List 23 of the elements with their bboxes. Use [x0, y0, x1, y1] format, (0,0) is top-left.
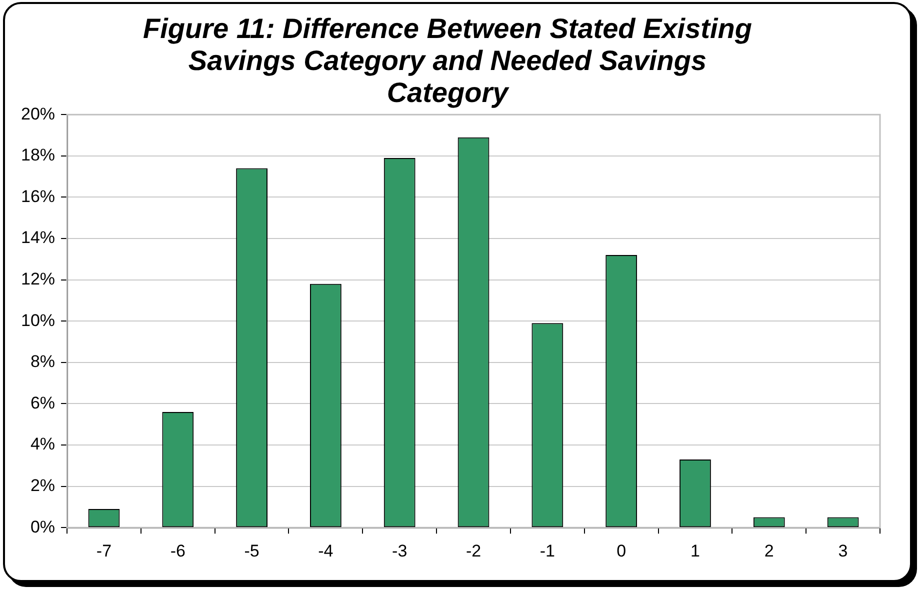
y-tick-label: 20% — [20, 104, 56, 124]
x-tick-label: 1 — [690, 541, 700, 560]
x-tick-label: -7 — [96, 541, 112, 560]
chart-title: Figure 11: Difference Between Stated Existing Savings Category and Needed Savings Category — [143, 12, 752, 108]
y-tick-label: 6% — [30, 393, 56, 412]
x-tick-label: 0 — [616, 541, 626, 560]
y-tick-label: 14% — [20, 228, 56, 248]
x-tick-label: -2 — [466, 541, 482, 560]
y-tick-label: 0% — [30, 517, 56, 536]
y-tick-label: 18% — [20, 146, 56, 165]
x-tick-label: -4 — [318, 541, 334, 560]
y-tick-label: 8% — [30, 352, 56, 372]
x-tick-label: -3 — [392, 541, 408, 560]
y-tick-label: 12% — [20, 269, 56, 288]
x-tick-label: -5 — [244, 541, 260, 560]
y-tick-label: 2% — [30, 476, 56, 495]
y-tick-label: 10% — [20, 310, 56, 330]
x-tick-label: -6 — [170, 541, 186, 560]
x-tick-label: 2 — [764, 541, 774, 560]
y-tick-label: 16% — [20, 186, 56, 206]
x-tick-label: 3 — [838, 541, 848, 560]
y-tick-label: 4% — [30, 434, 56, 454]
x-tick-label: -1 — [540, 541, 555, 560]
